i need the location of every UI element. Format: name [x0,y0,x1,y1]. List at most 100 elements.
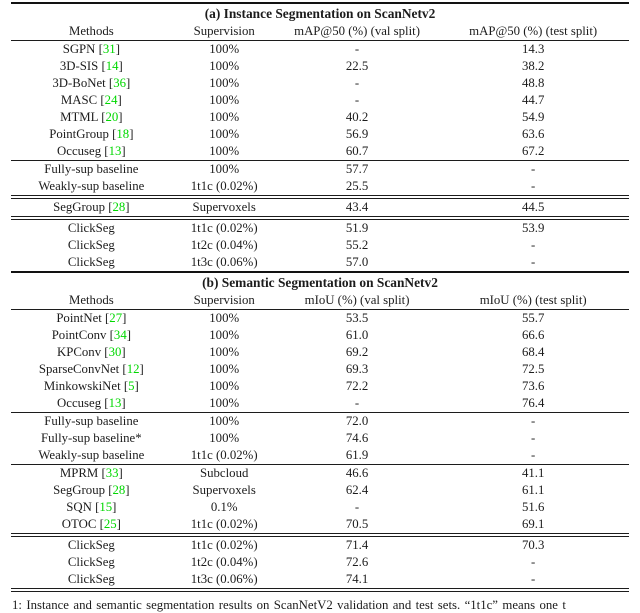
val-split-cell: 61.0 [345,328,369,342]
table-row: ClickSeg 1t1c (0.02%) 51.9 53.9 [11,220,629,237]
supervision-cell: 1t1c (0.02%) [190,221,258,235]
val-split-cell: 22.5 [345,59,369,73]
method-name: OTOC [61,517,97,531]
test-split-cell: 67.2 [521,144,545,158]
method-name: SegGroup [53,200,106,214]
table-row: PointGroup [18] 100% 56.9 63.6 [11,126,629,143]
method-name: MTML [60,110,99,124]
table-row: Fully-sup baseline 100% 72.0 - [11,413,629,430]
supervision-cell: 100% [209,59,240,73]
citation-ref: 12 [126,362,140,376]
supervision-cell: 100% [209,127,240,141]
column-header: mIoU (%) (test split) [479,293,587,307]
test-split-cell: 70.3 [521,538,545,552]
method-cell: SegGroup [28] [53,200,130,214]
val-split-cell: 72.6 [345,555,369,569]
val-split-cell: - [354,500,360,514]
double-rule [11,216,629,220]
test-split-cell: - [531,448,536,462]
val-split-cell: 62.4 [345,483,369,497]
table-row: MASC [24] 100% - 44.7 [11,92,629,109]
table-row: ClickSeg 1t2c (0.04%) 72.6 - [11,554,629,571]
method-name: SegGroup [53,483,106,497]
method-cell: Occuseg [13] [57,396,126,410]
table-row: Occuseg [13] 100% 60.7 67.2 [11,143,629,160]
table-row: KPConv [30] 100% 69.2 68.4 [11,344,629,361]
table-header-row: Methods Supervision mIoU (%) (val split) mI… [11,292,629,309]
supervision-cell: 1t2c (0.04%) [190,555,258,569]
results-tables: (a) Instance Segmentation on ScanNetv2 Me… [11,2,629,592]
method-name: Occuseg [57,144,102,158]
supervision-cell: 1t1c (0.02%) [190,179,258,193]
method-cell: Weakly-sup baseline [11,447,172,464]
citation-ref: 5 [128,379,135,393]
method-cell: Fully-sup baseline [11,161,172,178]
val-split-cell: 40.2 [345,110,369,124]
method-name: 3D-BoNet [52,76,106,90]
table-row: MPRM [33] Subcloud 46.6 41.1 [11,465,629,482]
table-row: ClickSeg 1t3c (0.06%) 74.1 - [11,571,629,588]
method-cell: MTML [20] [60,110,123,124]
test-split-cell: 53.9 [521,221,545,235]
method-name: PointNet [56,311,102,325]
single-rule [11,464,629,465]
method-name: ClickSeg [67,255,115,269]
val-split-cell: - [354,93,360,107]
table-row: ClickSeg 1t2c (0.04%) 55.2 - [11,237,629,254]
supervision-cell: 100% [209,396,240,410]
table-row: PointConv [34] 100% 61.0 66.6 [11,327,629,344]
method-name: PointGroup [49,127,109,141]
column-header: Supervision [193,293,255,307]
citation-ref: 13 [108,144,122,158]
method-name: Weakly-sup baseline [38,179,145,193]
val-split-cell: - [354,396,360,410]
supervision-cell: Subcloud [200,466,249,480]
citation-ref: 24 [104,93,118,107]
table-row: SparseConvNet [12] 100% 69.3 72.5 [11,361,629,378]
supervision-cell: 1t1c (0.02%) [190,517,258,531]
val-split-cell: 56.9 [345,127,369,141]
method-cell: OTOC [25] [61,517,121,531]
method-name: Fully-sup baseline [44,414,139,428]
method-name: MinkowskiNet [43,379,121,393]
supervision-cell: 100% [209,414,240,428]
method-cell: Weakly-sup baseline [11,178,172,195]
method-name: KPConv [57,345,102,359]
method-cell: 3D-SIS [14] [59,59,123,73]
supervision-cell: 100% [209,345,240,359]
test-split-cell: - [531,555,536,569]
method-cell: Fully-sup baseline [11,413,172,430]
val-split-cell: 71.4 [345,538,369,552]
single-rule [11,40,629,41]
test-split-cell: 38.2 [521,59,545,73]
val-split-cell: 57.0 [345,255,369,269]
citation-ref: 13 [108,396,122,410]
val-split-cell: 69.2 [345,345,369,359]
supervision-cell: Supervoxels [192,483,256,497]
test-split-cell: 44.7 [521,93,545,107]
test-split-cell: - [531,255,536,269]
test-split-cell: 72.5 [521,362,545,376]
test-split-cell: 54.9 [521,110,545,124]
val-split-cell: 74.1 [345,572,369,586]
table-row: Weakly-sup baseline 1t1c (0.02%) 61.9 - [11,447,629,464]
test-split-cell: 44.5 [521,200,545,214]
method-cell: SQN [15] [66,500,117,514]
method-name: PointConv [51,328,107,342]
table-title: (b) Semantic Segmentation on ScanNetv2 [202,275,438,290]
method-cell: Fully-sup baseline* [11,430,172,447]
test-split-cell: 55.7 [521,311,545,325]
method-cell: ClickSeg [11,220,172,237]
citation-ref: 20 [105,110,119,124]
table-row: Weakly-sup baseline 1t1c (0.02%) 25.5 - [11,178,629,195]
table-row: MinkowskiNet [5] 100% 72.2 73.6 [11,378,629,395]
test-split-cell: 73.6 [521,379,545,393]
val-split-cell: 72.2 [345,379,369,393]
val-split-cell: 43.4 [345,200,369,214]
caption-text: 1: Instance and semantic segmentation re… [12,598,566,612]
table-row: SQN [15] 0.1% - 51.6 [11,499,629,516]
table-row: OTOC [25] 1t1c (0.02%) 70.5 69.1 [11,516,629,533]
citation-ref: 28 [112,200,126,214]
table-header-row: Methods Supervision mAP@50 (%) (val split)… [11,23,629,40]
supervision-cell: 100% [209,431,240,445]
